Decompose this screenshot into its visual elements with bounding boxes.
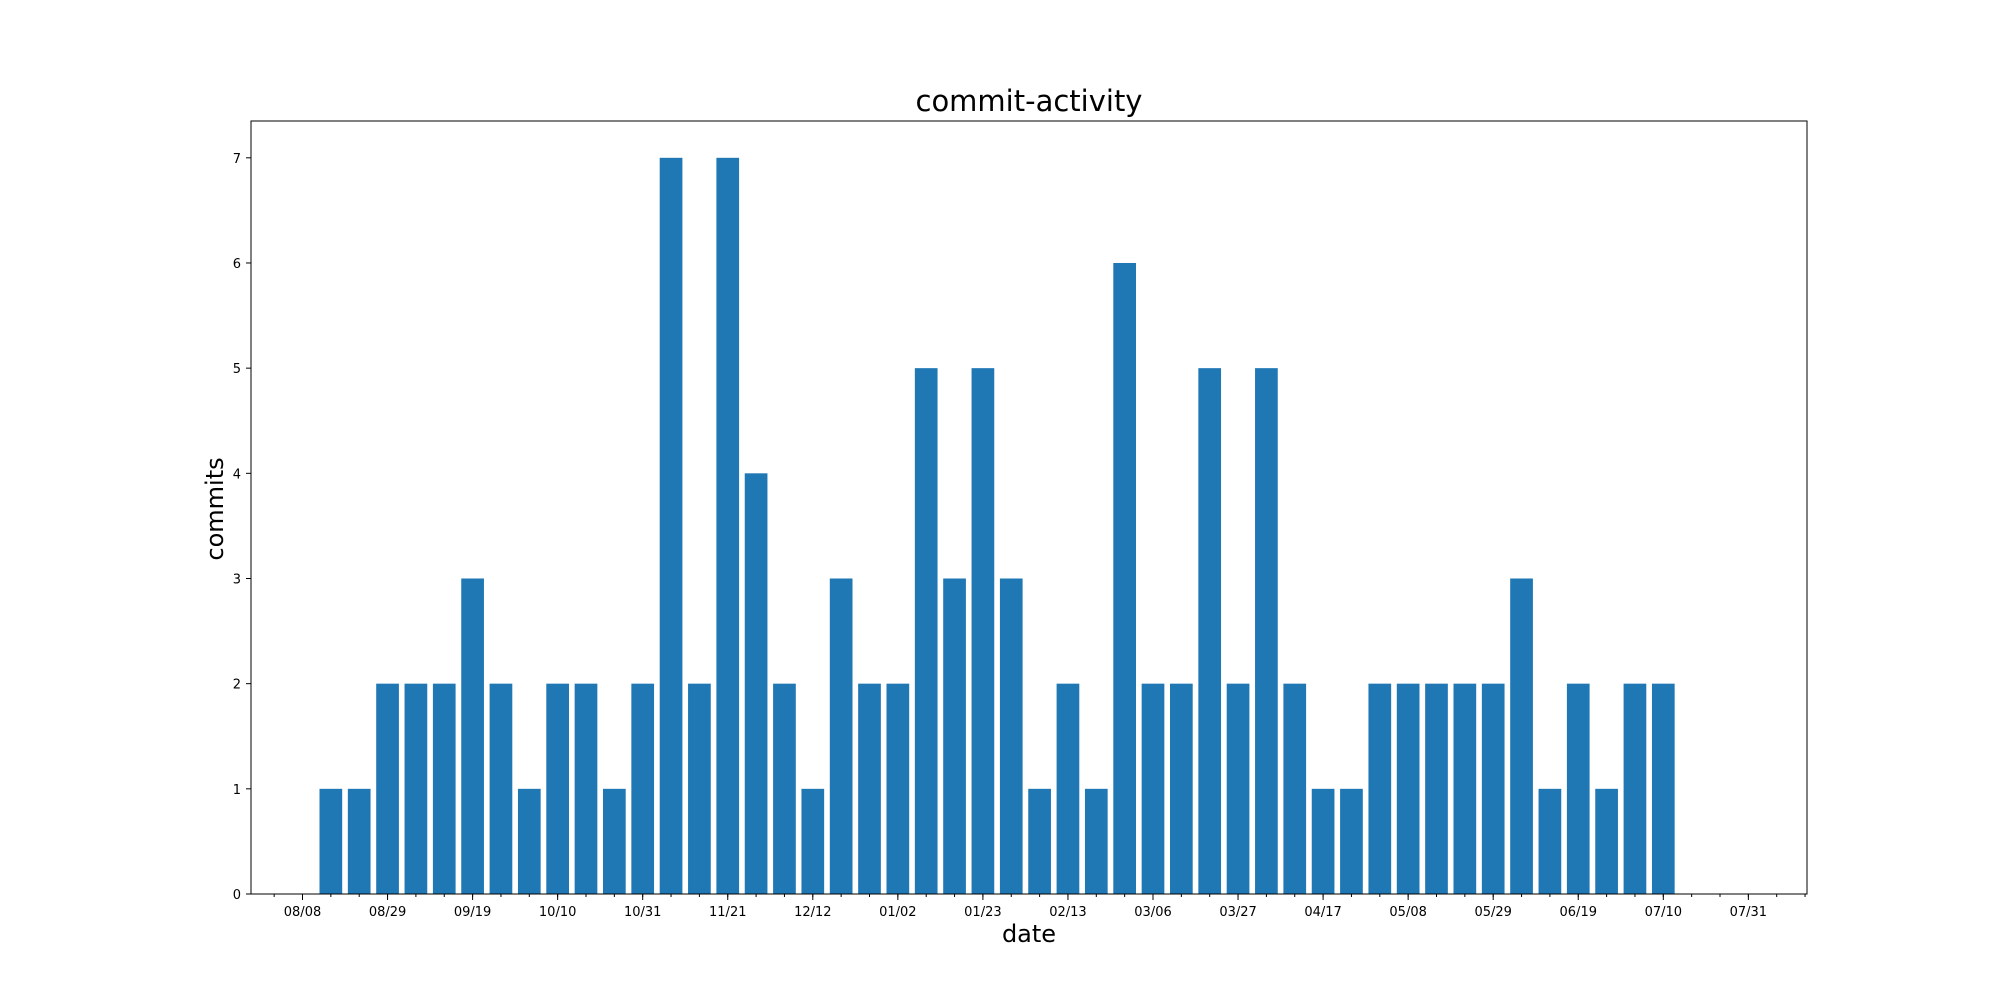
bar — [1623, 683, 1647, 894]
x-tick-label: 04/17 — [1304, 905, 1341, 920]
bar — [1226, 683, 1250, 894]
bar — [489, 683, 513, 894]
y-tick-label: 7 — [233, 152, 241, 167]
bar — [319, 788, 343, 894]
y-tick-label: 2 — [233, 678, 241, 693]
bar — [943, 578, 966, 894]
bar — [1368, 683, 1392, 894]
bar — [1056, 683, 1080, 894]
bar — [1396, 683, 1420, 894]
bar — [886, 683, 910, 894]
bar — [1595, 788, 1618, 894]
bar — [773, 683, 796, 894]
bar — [971, 368, 995, 894]
x-tick-label: 03/27 — [1219, 905, 1256, 920]
bar — [858, 683, 881, 894]
x-axis: 08/08 08/29 09/19 10/10 10/31 11/21 12/12 01/02… — [273, 894, 1806, 920]
x-tick-label: 11/21 — [709, 905, 746, 920]
bar — [461, 578, 484, 894]
bar — [1453, 683, 1477, 894]
bar — [801, 788, 825, 894]
bar — [404, 683, 428, 894]
y-tick-label: 5 — [233, 362, 241, 377]
bar — [659, 157, 683, 894]
bar — [1283, 683, 1307, 894]
x-tick-label: 08/29 — [369, 905, 406, 920]
bar — [1651, 683, 1675, 894]
y-tick-label: 0 — [233, 888, 241, 903]
bar — [1566, 683, 1590, 894]
bar — [517, 788, 541, 894]
bar — [432, 683, 456, 894]
y-tick-label: 1 — [233, 783, 241, 798]
x-tick-label: 02/13 — [1049, 905, 1086, 920]
bar — [1340, 788, 1363, 894]
bar — [999, 578, 1023, 894]
x-tick-label: 03/06 — [1134, 905, 1171, 920]
bar — [376, 683, 399, 894]
bar — [716, 157, 740, 894]
bar — [1141, 683, 1165, 894]
x-tick-label: 01/23 — [964, 905, 1001, 920]
bar — [347, 788, 371, 894]
x-tick-label: 12/12 — [794, 905, 831, 920]
x-tick-label: 05/29 — [1474, 905, 1511, 920]
bar — [574, 683, 598, 894]
x-tick-label: 01/02 — [879, 905, 916, 920]
bar — [1113, 262, 1136, 895]
x-tick-label: 07/31 — [1730, 905, 1767, 920]
bar — [631, 683, 655, 894]
bar — [603, 788, 626, 894]
x-tick-label: 10/10 — [539, 905, 576, 920]
x-tick-label: 08/08 — [284, 905, 321, 920]
bar — [1084, 788, 1108, 894]
x-axis-title: date — [1002, 920, 1056, 948]
bar — [1538, 788, 1562, 894]
bar — [1255, 368, 1278, 894]
x-tick-label: 05/08 — [1389, 905, 1426, 920]
bar — [1170, 683, 1193, 894]
x-tick-label: 10/31 — [624, 905, 661, 920]
bar — [829, 578, 853, 894]
bar — [1028, 788, 1051, 894]
bar — [914, 368, 938, 894]
plot-frame — [250, 120, 1808, 895]
bar — [1311, 788, 1335, 894]
y-tick-label: 6 — [233, 257, 241, 272]
y-tick-label: 4 — [233, 467, 241, 482]
bar — [1481, 683, 1505, 894]
y-axis: 0 1 2 3 4 5 6 7 — [233, 152, 251, 903]
chart-title: commit-activity — [916, 84, 1143, 118]
bar — [1198, 368, 1222, 894]
bar — [688, 683, 711, 894]
y-axis-title: commits — [201, 457, 229, 560]
y-tick-label: 3 — [233, 572, 241, 587]
bar — [1510, 578, 1533, 894]
bar — [1425, 683, 1448, 894]
bars-group — [319, 157, 1675, 895]
x-tick-label: 09/19 — [454, 905, 491, 920]
bar — [546, 683, 569, 894]
x-tick-label: 07/10 — [1645, 905, 1682, 920]
x-tick-label: 06/19 — [1560, 905, 1597, 920]
bar — [744, 473, 768, 894]
